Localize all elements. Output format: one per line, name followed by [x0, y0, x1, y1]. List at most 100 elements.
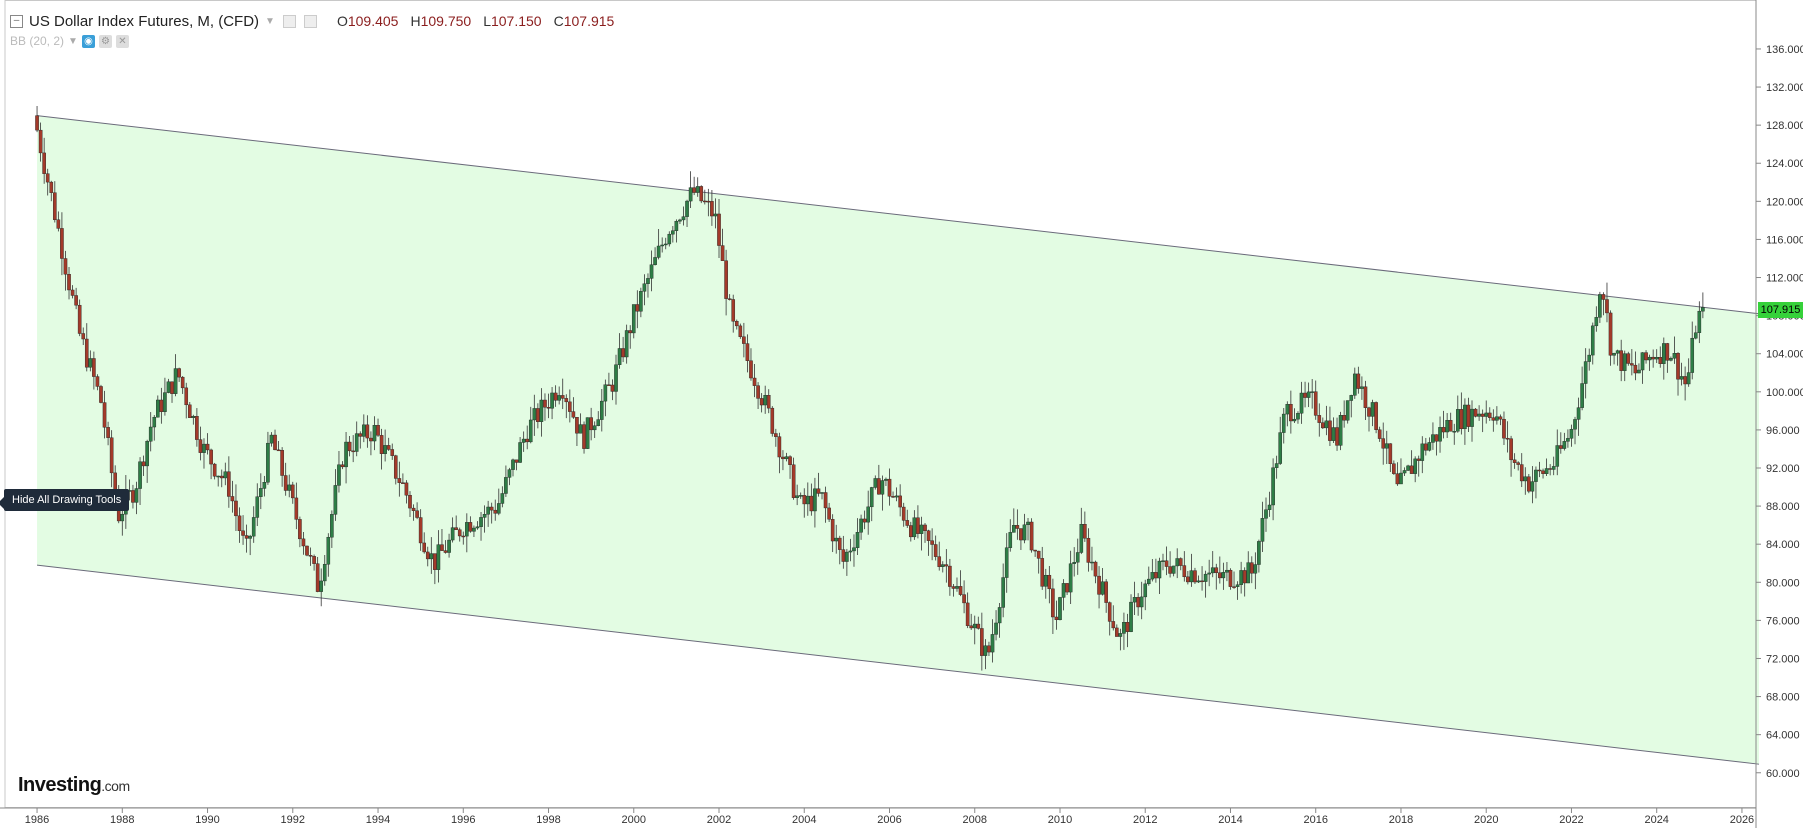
candle-body — [1562, 441, 1567, 449]
candle-body — [354, 433, 359, 452]
last-price-tag: 107.915 — [1758, 302, 1803, 318]
candle-body — [106, 427, 110, 438]
candle-body — [703, 200, 707, 203]
candle-body — [1065, 583, 1069, 593]
candle-body — [1594, 317, 1599, 327]
candle-body — [1061, 583, 1066, 598]
y-tick-label: 124.000 — [1766, 158, 1803, 170]
candle-body — [322, 563, 327, 582]
candle-body — [205, 443, 210, 451]
candle-body — [1693, 332, 1698, 339]
candle-body — [344, 441, 348, 468]
candle-body — [180, 376, 185, 389]
candle-body — [1399, 472, 1403, 485]
candle-body — [873, 478, 878, 488]
candle-body — [38, 129, 43, 154]
indicator-label[interactable]: BB (20, 2) — [10, 34, 65, 48]
candle-body — [1676, 353, 1680, 380]
candle-body — [74, 295, 78, 306]
candle-body — [273, 434, 277, 451]
candle-body — [35, 115, 39, 131]
candle-body — [237, 515, 242, 532]
candle-body — [177, 368, 181, 378]
candle-body — [433, 553, 437, 570]
candle-body — [411, 507, 416, 511]
candle-body — [1299, 392, 1304, 414]
chevron-down-icon[interactable]: ▼ — [68, 35, 78, 47]
candle-body — [972, 623, 977, 629]
candle-body — [1051, 588, 1055, 618]
candle-body — [1612, 353, 1616, 356]
collapse-icon[interactable]: – — [10, 14, 23, 28]
chevron-down-icon[interactable]: ▼ — [265, 15, 275, 27]
candle-body — [1257, 541, 1261, 565]
candle-body — [688, 187, 693, 202]
candle-body — [298, 519, 302, 540]
candle-body — [1374, 402, 1378, 430]
candle-body — [852, 547, 856, 552]
candle-body — [1619, 350, 1623, 371]
candle-body — [671, 230, 675, 235]
candle-body — [859, 518, 863, 533]
candle-body — [1686, 372, 1691, 385]
candle-body — [1175, 558, 1180, 567]
candle-body — [511, 459, 515, 470]
candle-body — [489, 506, 494, 511]
candle-body — [1321, 422, 1325, 429]
candle-body — [1605, 299, 1609, 314]
gear-icon[interactable] — [303, 14, 317, 28]
candle-body — [1420, 443, 1425, 461]
x-tick-label: 2018 — [1389, 814, 1413, 826]
candle-body — [496, 503, 501, 514]
candle-body — [262, 482, 267, 489]
eye-icon[interactable]: ◉ — [81, 34, 95, 48]
candle-body — [141, 461, 146, 467]
candle-body — [1527, 476, 1531, 492]
ohlc-close: C107.915 — [553, 13, 615, 29]
gear-icon[interactable]: ⚙ — [98, 34, 112, 48]
candle-body — [1029, 521, 1034, 551]
candle-body — [365, 424, 370, 439]
candle-body — [1647, 356, 1652, 361]
eye-icon[interactable] — [282, 14, 296, 28]
candle-body — [1441, 427, 1446, 433]
candle-body — [152, 416, 157, 428]
y-tick-label: 96.000 — [1766, 425, 1800, 437]
candle-body — [919, 524, 924, 534]
candle-body — [596, 419, 601, 426]
candle-body — [418, 517, 423, 544]
candle-body — [734, 321, 739, 327]
candle-body — [514, 459, 519, 463]
candle-body — [1644, 352, 1648, 361]
candle-body — [802, 495, 807, 505]
candle-body — [827, 507, 831, 520]
hide-drawing-tools-tooltip[interactable]: Hide All Drawing Tools — [0, 489, 130, 511]
y-tick-label: 104.000 — [1766, 349, 1803, 361]
candle-body — [1424, 443, 1428, 451]
candle-body — [283, 475, 288, 491]
candle-body — [1214, 567, 1219, 573]
symbol-title[interactable]: US Dollar Index Futures, M, (CFD) — [29, 12, 260, 30]
candle-body — [1654, 357, 1659, 360]
y-tick-label: 64.000 — [1766, 730, 1800, 742]
candle-body — [1413, 458, 1417, 474]
candle-body — [1406, 465, 1410, 471]
y-tick-label: 116.000 — [1766, 234, 1803, 246]
candle-body — [369, 437, 373, 442]
candle-body — [1107, 602, 1112, 622]
candle-body — [1601, 294, 1606, 300]
candle-body — [1100, 581, 1105, 595]
x-tick-label: 2000 — [622, 814, 646, 826]
candle-body — [1115, 627, 1119, 637]
candle-body — [1196, 580, 1201, 583]
channel-lower-line — [36, 564, 1760, 765]
candle-body — [1260, 518, 1265, 542]
candle-body — [834, 537, 839, 542]
candle-body — [930, 540, 934, 545]
y-tick-label: 112.000 — [1766, 273, 1803, 285]
candle-body — [1598, 294, 1602, 318]
candle-body — [1622, 353, 1627, 371]
close-icon[interactable]: ✕ — [115, 34, 129, 48]
candle-body — [1665, 343, 1670, 361]
x-tick-label: 1986 — [25, 814, 49, 826]
